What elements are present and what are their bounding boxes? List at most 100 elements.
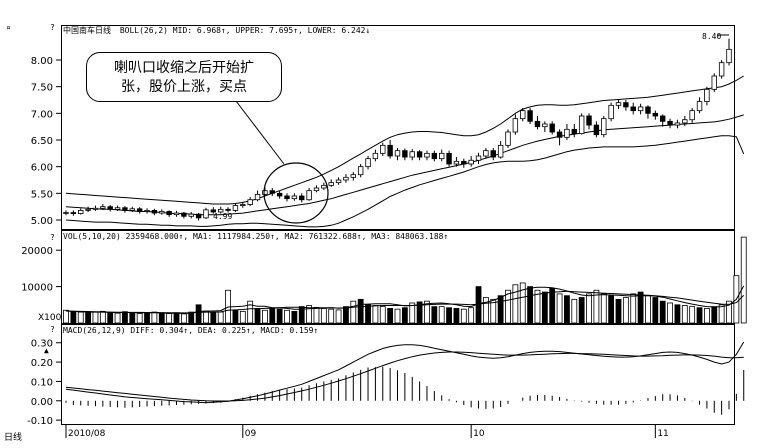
- volume-bar: [173, 312, 180, 324]
- volume-bar: [615, 298, 622, 324]
- volume-bar: [696, 307, 703, 324]
- annotation-line-1: 喇叭口收缩之后开始扩: [114, 60, 254, 76]
- volume-bar: [645, 295, 651, 324]
- candle-body: [512, 118, 519, 133]
- volume-bar: [497, 295, 504, 324]
- volume-help-icon[interactable]: ?: [50, 233, 55, 242]
- volume-bar: [541, 291, 548, 324]
- volume-bar: [254, 308, 261, 324]
- candle-body: [159, 211, 165, 214]
- callout-pointer: [235, 100, 285, 165]
- volume-bar: [726, 300, 732, 324]
- volume-bar: [114, 312, 121, 324]
- volume-bar: [630, 293, 637, 324]
- up-arrow-icon[interactable]: ▲: [44, 346, 49, 355]
- candle-body: [240, 204, 246, 207]
- price-panel: 8.00 7.50 7.00 6.50 6.00 5.50 5.00: [31, 38, 745, 228]
- volume-bar: [269, 308, 276, 324]
- candle-body: [328, 182, 334, 186]
- boll-upper-line: [65, 75, 744, 205]
- stock-name: 中国南车日线: [63, 25, 111, 35]
- candle-body: [586, 115, 592, 126]
- candle-body: [461, 160, 467, 165]
- candle-body: [284, 195, 290, 200]
- volume-bar: [622, 297, 629, 324]
- candle-body: [335, 179, 342, 184]
- price-tick-label: 5.00: [31, 216, 53, 227]
- macd-panel: 0.30 0.20 0.10 0.00 -0.10: [27, 339, 745, 427]
- candle-body: [542, 123, 548, 128]
- macd-tick-label: 0.30: [31, 339, 53, 350]
- candle-body: [380, 144, 386, 154]
- candle-body: [608, 104, 614, 120]
- candle-body: [615, 102, 622, 106]
- candle-body: [291, 195, 298, 200]
- candle-body: [365, 158, 371, 168]
- candle-body: [593, 124, 600, 136]
- panel-icon[interactable]: ¤: [6, 23, 11, 32]
- volume-bar: [357, 298, 364, 324]
- macd-help-icon[interactable]: ?: [50, 325, 55, 334]
- candle-body: [225, 208, 231, 211]
- volume-bar: [107, 312, 114, 324]
- macd-diff-line: [65, 341, 745, 404]
- candle-body: [564, 128, 570, 138]
- candle-body: [497, 144, 504, 158]
- volume-bar: [180, 313, 187, 324]
- period-label[interactable]: 日线: [4, 431, 22, 443]
- volume-bar: [556, 293, 563, 324]
- highlight-circle: [263, 162, 329, 224]
- candle-body: [667, 120, 673, 126]
- candle-body: [217, 208, 224, 213]
- candle-body: [674, 122, 681, 126]
- volume-bar: [438, 306, 445, 324]
- candle-body: [630, 106, 636, 112]
- macd-dea-line: [65, 351, 744, 402]
- volume-bar: [210, 312, 217, 324]
- volume-bar: [298, 306, 305, 324]
- candle-body: [85, 208, 91, 211]
- candle-body: [63, 212, 69, 214]
- volume-bar: [394, 308, 401, 324]
- volume-bar: [188, 311, 195, 324]
- price-tick-label: 8.00: [31, 56, 53, 67]
- volume-bar: [284, 309, 290, 324]
- volume-bar: [387, 308, 394, 324]
- volume-bar: [711, 306, 718, 324]
- candle-body: [534, 120, 541, 128]
- volume-bar: [70, 310, 77, 324]
- volume-bar: [468, 307, 475, 324]
- candle-body: [505, 131, 511, 146]
- volume-bar: [600, 293, 607, 324]
- candle-body: [402, 150, 408, 158]
- macd-tick-label: 0.20: [31, 358, 53, 369]
- volume-bar: [63, 309, 69, 324]
- volume-bar: [534, 289, 541, 324]
- candle-body: [269, 190, 275, 194]
- volume-bar: [158, 312, 165, 324]
- boll-mid-line: [65, 114, 744, 216]
- candle-body: [394, 150, 401, 157]
- volume-unit-label: X100: [38, 313, 62, 323]
- volume-bar: [129, 312, 136, 324]
- volume-bar: [85, 312, 91, 324]
- volume-bar: [586, 293, 592, 324]
- date-tick-label: 11: [657, 429, 668, 439]
- candle-body: [166, 211, 172, 216]
- candle-body: [409, 151, 415, 158]
- volume-bar: [247, 300, 254, 324]
- volume-bar: [460, 308, 467, 324]
- candle-body: [70, 212, 77, 215]
- price-help-icon[interactable]: ?: [50, 23, 55, 32]
- volume-bar: [431, 306, 438, 324]
- volume-bar: [276, 308, 283, 324]
- volume-bar: [740, 236, 747, 324]
- volume-bar: [652, 297, 659, 324]
- volume-bar: [350, 300, 357, 324]
- volume-bar: [637, 291, 644, 324]
- candle-body: [100, 206, 106, 209]
- candle-body: [652, 112, 659, 117]
- volume-bar: [564, 295, 570, 324]
- volume-bar: [151, 311, 158, 324]
- candle-body: [711, 75, 717, 90]
